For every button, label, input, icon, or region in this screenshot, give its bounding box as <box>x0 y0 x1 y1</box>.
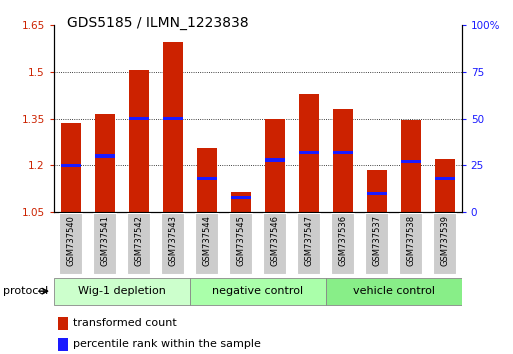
Text: GSM737541: GSM737541 <box>101 215 109 266</box>
Bar <box>58 317 68 330</box>
Bar <box>265 119 285 212</box>
Text: GDS5185 / ILMN_1223838: GDS5185 / ILMN_1223838 <box>67 16 248 30</box>
Text: GSM737536: GSM737536 <box>338 215 347 267</box>
Text: GSM737537: GSM737537 <box>372 215 381 267</box>
Bar <box>58 338 68 350</box>
Bar <box>94 154 115 158</box>
Bar <box>401 160 421 164</box>
Bar <box>93 213 116 274</box>
Text: GSM737540: GSM737540 <box>66 215 75 266</box>
Bar <box>401 120 421 212</box>
Bar <box>196 177 217 180</box>
Text: GSM737546: GSM737546 <box>270 215 279 266</box>
Text: GSM737543: GSM737543 <box>168 215 177 266</box>
Bar <box>435 159 455 212</box>
Bar <box>230 192 251 212</box>
Text: Wig-1 depletion: Wig-1 depletion <box>78 286 166 296</box>
Bar <box>331 213 354 274</box>
Bar <box>163 42 183 212</box>
Bar <box>265 158 285 161</box>
Text: percentile rank within the sample: percentile rank within the sample <box>73 339 261 349</box>
Bar <box>399 213 422 274</box>
Text: GSM737539: GSM737539 <box>440 215 449 266</box>
Bar <box>161 213 184 274</box>
Bar <box>190 278 326 305</box>
Bar <box>366 192 387 195</box>
Bar <box>433 213 456 274</box>
Text: GSM737545: GSM737545 <box>236 215 245 266</box>
Text: GSM737538: GSM737538 <box>406 215 415 267</box>
Bar <box>94 114 115 212</box>
Text: GSM737542: GSM737542 <box>134 215 143 266</box>
Bar <box>326 278 462 305</box>
Bar <box>61 164 81 167</box>
Bar <box>366 170 387 212</box>
Bar <box>163 117 183 120</box>
Bar <box>54 278 190 305</box>
Text: GSM737544: GSM737544 <box>202 215 211 266</box>
Bar <box>229 213 252 274</box>
Text: GSM737547: GSM737547 <box>304 215 313 266</box>
Bar <box>263 213 286 274</box>
Bar <box>60 213 83 274</box>
Bar <box>61 123 81 212</box>
Bar <box>230 196 251 199</box>
Bar <box>299 93 319 212</box>
Bar <box>195 213 219 274</box>
Text: vehicle control: vehicle control <box>353 286 435 296</box>
Bar <box>435 177 455 180</box>
Bar <box>332 109 353 212</box>
Bar <box>299 151 319 154</box>
Bar <box>129 70 149 212</box>
Text: negative control: negative control <box>212 286 303 296</box>
Bar <box>297 213 320 274</box>
Bar <box>127 213 150 274</box>
Bar <box>129 117 149 120</box>
Bar <box>332 151 353 154</box>
Bar <box>196 148 217 212</box>
Text: protocol: protocol <box>3 286 48 296</box>
Text: transformed count: transformed count <box>73 319 177 329</box>
Bar <box>365 213 388 274</box>
